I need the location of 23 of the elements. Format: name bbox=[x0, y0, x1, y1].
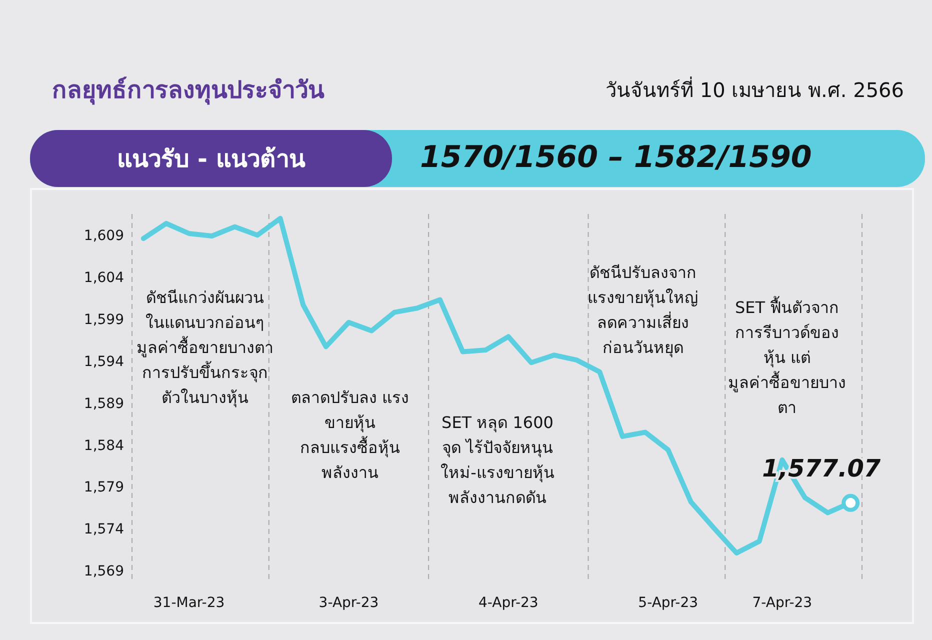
annotation: ดัชนีแกว่งผันผวน ในแดนบวกอ่อนๆ มูลค่าซื้อขายบางตา การปรับขึ้นกระจุก ตัวในบางหุ้น bbox=[136, 287, 274, 410]
y-tick-label: 1,594 bbox=[84, 354, 124, 370]
x-tick-label: 4-Apr-23 bbox=[478, 594, 538, 611]
y-tick-label: 1,589 bbox=[84, 396, 124, 412]
y-tick-label: 1,599 bbox=[84, 312, 124, 328]
annotation: SET ฟื้นตัวจาก การรีบาวด์ของ หุ้น แต่ มูลค่าซื้อขายบาง ตา bbox=[727, 295, 847, 419]
x-tick-label: 3-Apr-23 bbox=[318, 594, 379, 611]
text: แนวรับ - แนวต้าน bbox=[30, 130, 392, 187]
annotation: SET หลุด 1600 จุด ไร้ปัจจัยหนุน ใหม่-แรงขายหุ้น พลังงานกดดัน bbox=[440, 412, 556, 509]
y-tick-label: 1,584 bbox=[84, 438, 124, 454]
text: 1570/1560 – 1582/1590 bbox=[420, 139, 813, 177]
annotation: ดัชนีปรับลงจาก แรงขายหุ้นใหญ่ ลดความเสี่ยง ก่อนวันหยุด bbox=[586, 262, 700, 360]
annotation: ตลาดปรับลง แรง ขายหุ้น กลบแรงซื้อหุ้น พลังงาน bbox=[290, 387, 410, 484]
chart-title: กลยุทธ์การลงทุนประจำวัน bbox=[52, 75, 324, 107]
y-tick-label: 1,579 bbox=[84, 480, 124, 496]
x-tick-label: 5-Apr-23 bbox=[638, 594, 698, 611]
x-tick-label: 31-Mar-23 bbox=[153, 594, 225, 611]
y-tick-label: 1,604 bbox=[84, 270, 124, 286]
chart-subtitle: วันจันทร์ที่ 10 เมษายน พ.ศ. 2566 bbox=[606, 76, 904, 104]
y-tick-label: 1,569 bbox=[84, 564, 124, 580]
x-tick-label: 7-Apr-23 bbox=[752, 594, 812, 611]
y-tick-label: 1,609 bbox=[84, 228, 124, 244]
y-tick-label: 1,574 bbox=[84, 522, 124, 538]
